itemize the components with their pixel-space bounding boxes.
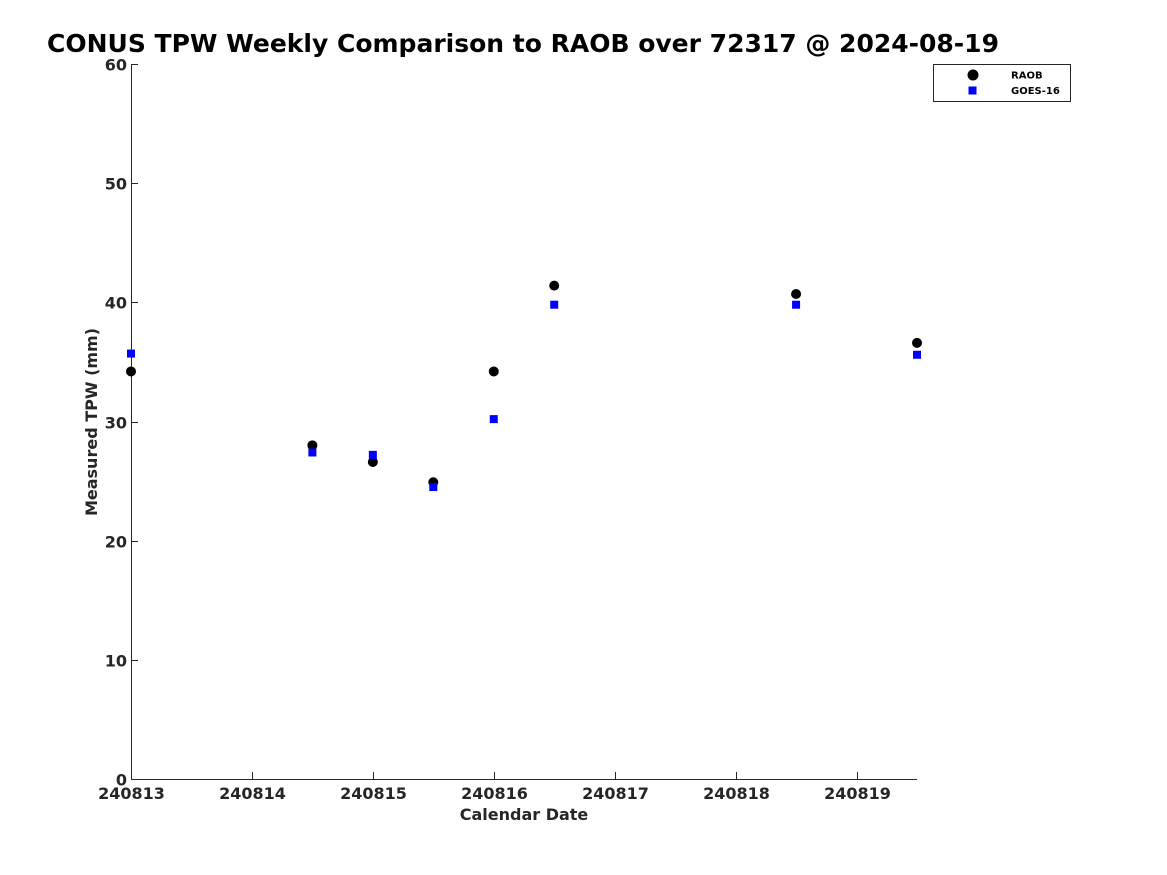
legend-marker-goes16 <box>968 86 977 95</box>
chart-title: CONUS TPW Weekly Comparison to RAOB over… <box>47 29 999 58</box>
goes16-point <box>792 300 801 309</box>
x-tick-label: 240816 <box>461 784 528 803</box>
raob-point <box>791 288 802 299</box>
x-tick-label: 240813 <box>98 784 165 803</box>
x-tick-label: 240818 <box>703 784 770 803</box>
y-tick-label: 20 <box>105 533 127 552</box>
y-tick-label: 50 <box>105 175 127 194</box>
goes16-point <box>550 300 559 309</box>
x-tick-label: 240815 <box>340 784 407 803</box>
x-axis-label: Calendar Date <box>460 805 589 824</box>
goes16-point <box>429 483 438 492</box>
goes16-point <box>127 349 135 358</box>
data-series-layer <box>126 280 922 492</box>
legend-label-goes16: GOES-16 <box>1011 86 1060 97</box>
y-axis-label: Measured TPW (mm) <box>82 328 101 516</box>
x-tick-label: 240817 <box>582 784 649 803</box>
x-tick-label: 240814 <box>219 784 286 803</box>
legend: RAOB GOES-16 <box>933 64 1071 102</box>
x-axis-ticks: 240813 240814 240815 240816 240817 240818 2408… <box>98 772 891 803</box>
raob-point <box>549 280 560 291</box>
y-tick-label: 60 <box>105 56 127 75</box>
raob-point <box>488 366 499 377</box>
y-tick-label: 40 <box>105 294 127 313</box>
series-goes-16 <box>127 300 921 492</box>
raob-point <box>367 457 378 468</box>
goes16-point <box>489 415 498 424</box>
legend-box <box>933 64 1071 102</box>
goes16-point <box>913 350 921 359</box>
y-tick-label: 10 <box>105 652 127 671</box>
legend-label-raob: RAOB <box>1011 71 1043 82</box>
y-tick-label: 0 <box>116 771 127 790</box>
y-tick-label: 30 <box>105 414 127 433</box>
x-tick-label: 240819 <box>824 784 891 803</box>
legend-marker-raob <box>967 69 979 81</box>
raob-point <box>912 337 922 348</box>
goes16-point <box>308 448 317 457</box>
goes16-point <box>368 450 377 459</box>
y-axis-ticks: 0 10 20 30 40 50 60 <box>105 56 138 790</box>
raob-point <box>126 366 136 377</box>
raob-point <box>307 440 318 451</box>
series-raob <box>126 280 922 488</box>
